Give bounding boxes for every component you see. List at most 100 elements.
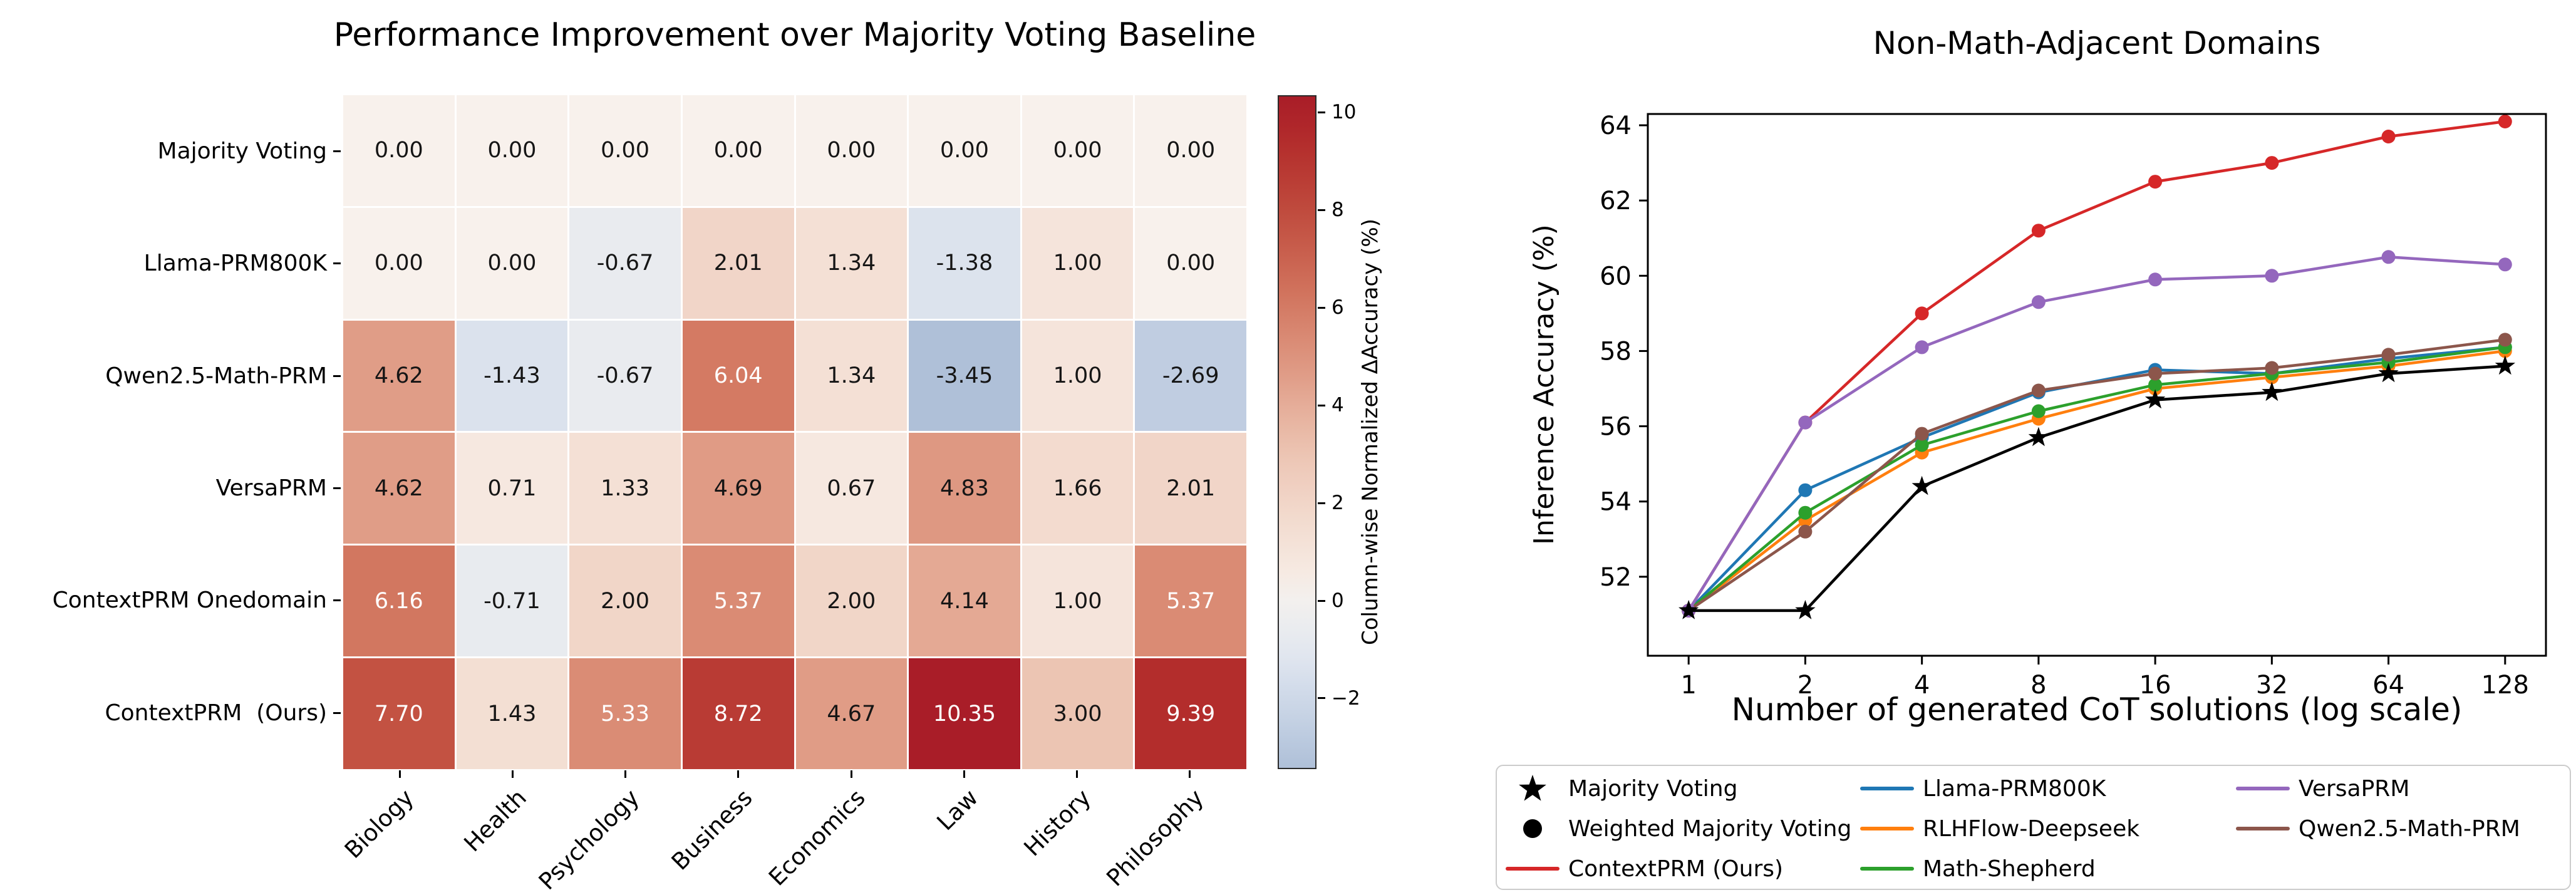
circle-marker-icon (2498, 333, 2512, 347)
heatmap-cell: 9.39 (1135, 658, 1246, 769)
circle-marker-icon (1915, 438, 1929, 452)
heatmap-cell: 2.00 (795, 546, 908, 657)
tick-mark (511, 770, 514, 778)
legend-entry: Weighted Majority Voting (1506, 809, 1851, 849)
heatmap-cell: -3.45 (909, 320, 1020, 432)
x-tick-label: 16 (2139, 671, 2171, 700)
legend-label: VersaPRM (2299, 775, 2410, 802)
heatmap-row-labels: Majority Voting Llama-PRM800K Qwen2.5-Math… (0, 95, 341, 769)
heatmap-cell: 2.01 (1135, 433, 1246, 544)
legend-entry: ContextPRM (Ours) (1506, 849, 1851, 889)
y-tick-label: 56 (1600, 413, 1632, 442)
heatmap-cell: 0.00 (795, 95, 908, 206)
circle-marker-icon (1915, 427, 1929, 441)
heatmap-row-label: ContextPRM Onedomain (0, 544, 341, 656)
heatmap-cell: 1.00 (1022, 320, 1134, 432)
star-marker-icon (2495, 355, 2515, 375)
legend-entry: Llama-PRM800K (1860, 768, 2139, 809)
tick-mark (737, 770, 740, 778)
tick-mark (850, 770, 852, 778)
plot-frame (1647, 113, 2547, 657)
heatmap-cell: 4.67 (795, 658, 908, 769)
tick-mark (1189, 770, 1191, 778)
circle-marker-icon (2498, 257, 2512, 272)
tick-mark (963, 770, 965, 778)
y-tick-label: 52 (1600, 563, 1632, 592)
y-tick-label: 60 (1600, 262, 1632, 291)
heatmap-cell: 0.00 (1135, 207, 1246, 319)
circle-marker-icon (2031, 224, 2046, 238)
tick-mark (1318, 502, 1325, 504)
legend-label: Majority Voting (1568, 775, 1738, 802)
star-marker-icon (2378, 363, 2399, 383)
tick-mark (1318, 697, 1325, 700)
tick-mark (1318, 404, 1325, 406)
heatmap-cell: 0.00 (1022, 95, 1134, 206)
heatmap-cell: 0.00 (343, 207, 455, 319)
circle-marker-icon (2265, 156, 2279, 170)
star-marker-icon (1795, 599, 1816, 619)
heatmap-cell: -2.69 (1135, 320, 1246, 432)
heatmap-cell: 3.00 (1022, 658, 1134, 769)
circle-marker-icon (1798, 415, 1813, 430)
heatmap-row-label: ContextPRM (Ours) (0, 657, 341, 769)
tick-mark (1076, 770, 1079, 778)
circle-marker-icon (2498, 115, 2512, 128)
line-marker-icon (1860, 827, 1914, 830)
circle-marker-icon (2148, 378, 2163, 392)
heatmap-cell: 1.66 (1022, 433, 1134, 544)
x-tick-label: 128 (2481, 671, 2529, 700)
tick-mark (1318, 306, 1325, 309)
tick-mark (624, 770, 627, 778)
heatmap-cell: 7.70 (343, 658, 455, 769)
heatmap-cell: 0.67 (795, 433, 908, 544)
series-line-contextprm-ours- (1687, 120, 2506, 612)
legend-label: Qwen2.5-Math-PRM (2299, 815, 2520, 842)
legend-entry: Majority Voting (1506, 768, 1851, 809)
colorbar (1278, 95, 1316, 769)
legend-entry: RLHFlow-Deepseek (1860, 809, 2139, 849)
colorbar-tick-label: 0 (1332, 589, 1344, 612)
heatmap-cell: 0.00 (456, 207, 568, 319)
colorbar-tick-label: 8 (1332, 199, 1344, 222)
colorbar-tick-label: 4 (1332, 394, 1344, 417)
y-tick-label: 58 (1600, 337, 1632, 366)
heatmap-cell: 1.33 (569, 433, 681, 544)
circle-marker-icon (2265, 269, 2279, 283)
heatmap-cell: 1.00 (1022, 207, 1134, 319)
circle-marker-icon (2148, 272, 2163, 287)
circle-marker-icon (1915, 340, 1929, 354)
circle-marker-icon (2381, 348, 2396, 362)
legend-entry: VersaPRM (2236, 768, 2520, 809)
heatmap-cell: -1.43 (456, 320, 568, 432)
circle-marker-icon (2031, 404, 2046, 418)
series-line-qwen2-5-math-prm (1687, 338, 2506, 612)
legend-entry: Qwen2.5-Math-PRM (2236, 809, 2520, 849)
line-marker-icon (1860, 787, 1914, 790)
heatmap-cell: 0.00 (1135, 95, 1246, 206)
star-marker-icon (2262, 381, 2282, 401)
line-marker-icon (1506, 867, 1560, 871)
x-tick-label: 8 (2030, 671, 2046, 700)
heatmap-cell: 6.04 (682, 320, 794, 432)
legend-label: Math-Shepherd (1923, 856, 2096, 882)
heatmap-cell: 4.69 (682, 433, 794, 544)
heatmap-cell: 5.37 (682, 546, 794, 657)
heatmap-cell: 5.37 (1135, 546, 1246, 657)
series-line-rlhflow-deepseek (1687, 349, 2506, 612)
circle-marker-icon (1798, 524, 1813, 539)
heatmap-row-label: VersaPRM (0, 432, 341, 544)
star-marker-icon (1506, 773, 1560, 804)
heatmap-cell: -0.71 (456, 546, 568, 657)
colorbar-tick-label: 10 (1332, 101, 1357, 124)
heatmap-row-label: Llama-PRM800K (0, 207, 341, 319)
legend: Majority Voting Weighted Majority Voting C… (1496, 765, 2571, 890)
heatmap-cell: 6.16 (343, 546, 455, 657)
heatmap-cell: 0.00 (909, 95, 1020, 206)
tick-mark (333, 487, 341, 490)
circle-marker-icon (2148, 366, 2163, 381)
tick-mark (398, 770, 401, 778)
legend-entry: Math-Shepherd (1860, 849, 2139, 889)
circle-marker-icon (1915, 306, 1929, 321)
